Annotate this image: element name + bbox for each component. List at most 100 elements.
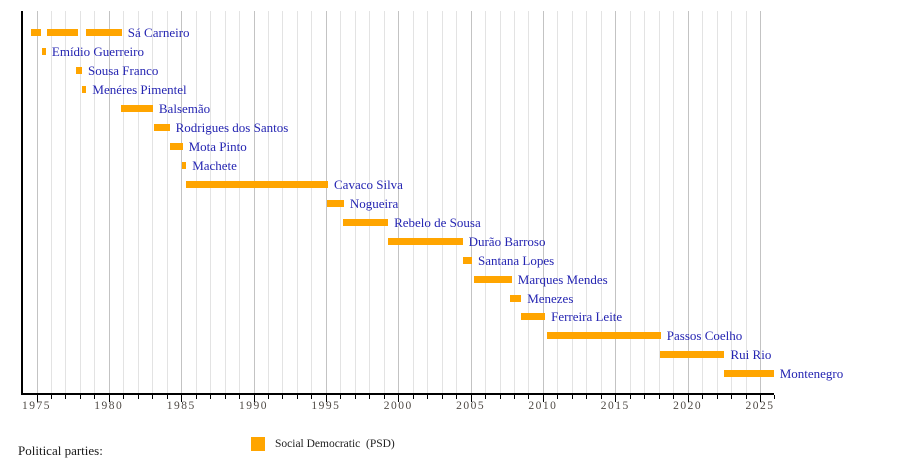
timeline-bar <box>510 294 522 302</box>
axis-tick <box>340 395 342 399</box>
axis-tick <box>383 395 385 399</box>
axis-tick-label: 1985 <box>166 400 196 412</box>
leader-label: Rui Rio <box>730 347 772 363</box>
axis-tick <box>470 395 472 402</box>
timeline-bar <box>546 332 661 340</box>
minor-gridline <box>195 11 197 393</box>
legend-color-swatch <box>251 437 265 451</box>
timeline-bar <box>521 313 546 321</box>
minor-gridline <box>65 11 67 393</box>
axis-tick <box>224 395 226 399</box>
timeline-bar <box>76 67 83 75</box>
leader-label: Montenegro <box>779 366 844 382</box>
minor-gridline <box>268 11 269 393</box>
axis-tick <box>50 395 52 399</box>
axis-tick <box>195 395 197 399</box>
minor-gridline <box>499 11 501 393</box>
leader-label: Durão Barroso <box>468 233 546 249</box>
axis-tick-label: 2025 <box>745 400 775 412</box>
timeline-bar <box>388 237 463 245</box>
axis-tick <box>239 395 240 399</box>
leader-label: Menéres Pimentel <box>92 82 187 97</box>
axis-tick <box>166 395 168 399</box>
axis-tick <box>311 395 313 399</box>
axis-tick <box>354 395 356 399</box>
leader-label: Nogueira <box>349 195 399 211</box>
axis-tick <box>485 395 486 399</box>
axis-tick-label: 2010 <box>528 400 558 412</box>
timeline-bar <box>86 29 122 37</box>
minor-gridline <box>50 11 52 393</box>
leader-label: Mota Pinto <box>188 138 247 154</box>
timeline-bar <box>474 275 512 283</box>
timeline-bar <box>154 124 170 131</box>
axis-tick <box>427 395 429 399</box>
axis-tick <box>702 395 704 399</box>
axis-tick-label: 1995 <box>311 400 341 412</box>
axis-tick-label: 2020 <box>673 400 703 412</box>
timeline-bar <box>82 86 87 93</box>
legend-item-label: Social Democratic (PSD) <box>275 438 395 450</box>
axis-tick <box>716 395 718 399</box>
timeline-bar <box>41 48 46 56</box>
axis-tick <box>369 395 371 399</box>
axis-tick <box>456 395 458 399</box>
axis-tick <box>731 395 732 399</box>
leader-label: Balsemão <box>158 101 211 116</box>
leader-label: Rebelo de Sousa <box>394 214 481 230</box>
minor-gridline <box>485 11 486 393</box>
axis-tick <box>600 395 602 399</box>
axis-tick <box>210 395 212 399</box>
minor-gridline <box>282 11 284 393</box>
leader-label: Sá Carneiro <box>127 25 190 41</box>
minor-gridline <box>427 11 429 393</box>
axis-tick <box>528 395 530 399</box>
major-gridline <box>760 11 761 393</box>
major-gridline <box>398 11 400 393</box>
leader-label: Santana Lopes <box>478 252 555 268</box>
axis-tick <box>268 395 269 399</box>
axis-tick-label: 2000 <box>383 400 413 412</box>
legend-heading: Political parties: <box>18 443 103 458</box>
timeline-bar <box>169 142 183 150</box>
axis-tick-label: 1975 <box>22 400 51 412</box>
timeline-bar <box>30 29 41 37</box>
leader-label: Menezes <box>527 290 574 306</box>
axis-tick <box>282 395 284 399</box>
axis-tick <box>108 395 110 402</box>
timeline-bar <box>121 105 153 112</box>
axis-tick <box>557 395 559 399</box>
axis-tick-label: 1990 <box>239 400 268 412</box>
leader-label: Machete <box>192 157 237 173</box>
timeline-bar <box>343 218 389 226</box>
axis-tick <box>79 395 81 399</box>
leader-label: Passos Coelho <box>666 328 743 344</box>
timeline-bar <box>327 199 344 207</box>
major-gridline <box>181 11 183 393</box>
timeline-bar <box>660 351 725 359</box>
axis-tick <box>441 395 443 399</box>
axis-tick <box>36 395 38 402</box>
axis-tick <box>629 395 631 399</box>
plot-area: Sá Carneiro Emídio Guerreiro Sousa Franco M… <box>21 11 843 395</box>
timeline-bar <box>46 29 78 37</box>
axis-tick <box>94 395 96 399</box>
axis-tick <box>412 395 414 399</box>
minor-gridline <box>311 11 313 393</box>
leader-label: Sousa Franco <box>88 63 159 79</box>
axis-tick <box>673 395 675 399</box>
timeline-bar <box>462 256 472 264</box>
axis-tick <box>296 395 298 399</box>
axis-tick <box>644 395 646 399</box>
axis-tick <box>123 395 125 399</box>
minor-gridline <box>296 11 298 393</box>
major-gridline <box>542 11 544 393</box>
axis-tick <box>65 395 67 399</box>
axis-tick <box>181 395 183 402</box>
leader-label: Marques Mendes <box>517 271 608 287</box>
axis-tick-label: 2015 <box>600 400 630 412</box>
major-gridline <box>470 11 472 393</box>
axis-tick <box>586 395 588 399</box>
axis-tick <box>687 395 689 402</box>
